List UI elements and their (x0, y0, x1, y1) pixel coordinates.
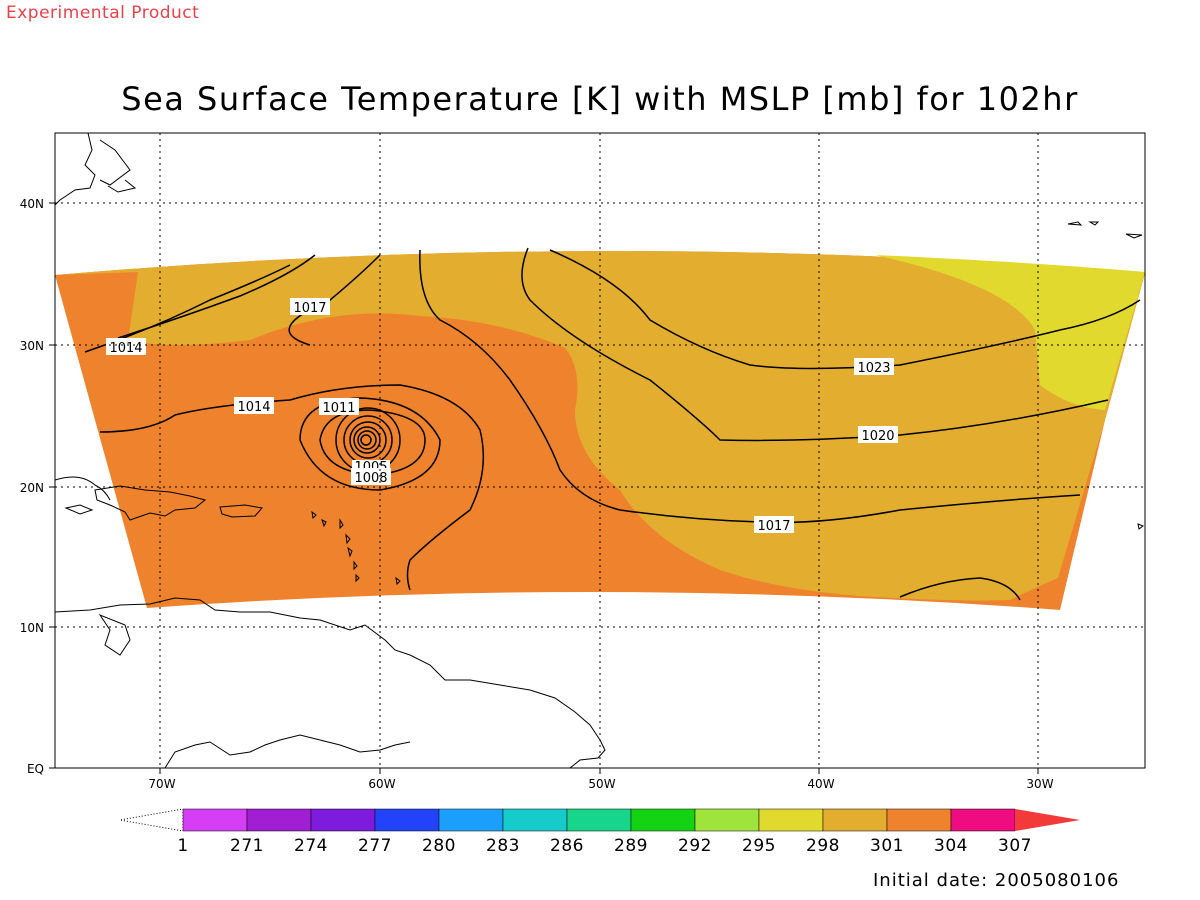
y-axis-labels: EQ 10N 20N 30N 40N (20, 197, 44, 776)
colorbar-box-0 (182, 808, 248, 832)
colorbar-box-5 (502, 808, 568, 832)
colorbar-box-4 (438, 808, 504, 832)
x-tick-label-40w: 40W (807, 777, 834, 791)
colorbar-box-2 (310, 808, 376, 832)
colorbar-box-9 (758, 808, 824, 832)
isobar-label-1014-center: 1014 (237, 400, 270, 415)
x-tick-label-30w: 30W (1026, 777, 1053, 791)
isobars (84, 247, 1141, 601)
sst-region-298 (875, 255, 1145, 410)
colorbar-label-11: 301 (870, 836, 904, 856)
colorbar-box-3 (374, 808, 440, 832)
y-tick-label-eq: EQ (27, 762, 44, 776)
isobar-1023 (549, 249, 1141, 370)
colorbar-label-8: 292 (678, 836, 712, 856)
colorbar-box-1 (246, 808, 312, 832)
isobar-label-1014-west: 1014 (109, 341, 142, 356)
isobar-1020 (521, 247, 1109, 442)
colorbar-box-11 (886, 808, 952, 832)
colorbar-box-7 (630, 808, 696, 832)
coastline-south-america (55, 597, 606, 768)
colorbar-label-7: 289 (614, 836, 648, 856)
colorbar-labels: 1 271 274 277 280 283 286 289 292 295 298 301 304 307 (177, 836, 1032, 856)
colorbar: 1 271 274 277 280 283 286 289 292 295 298 301 304 307 (119, 808, 1080, 856)
sst-region-301 (55, 250, 1145, 601)
isobar-label-1020: 1020 (861, 429, 894, 444)
graticule (55, 133, 1145, 768)
chart-title: Sea Surface Temperature [K] with MSLP [m… (121, 80, 1079, 118)
x-tick-label-50w: 50W (588, 777, 615, 791)
sst-field (55, 250, 1145, 610)
colorbar-label-9: 295 (742, 836, 776, 856)
isobar-1014-main (99, 384, 485, 591)
colorbar-box-12 (950, 808, 1016, 832)
colorbar-label-2: 274 (294, 836, 328, 856)
colorbar-label-10: 298 (806, 836, 840, 856)
colorbar-box-8 (694, 808, 760, 832)
tick-marks (49, 202, 1039, 774)
coastlines (55, 133, 1145, 768)
y-tick-label-30n: 30N (20, 339, 44, 353)
x-tick-label-70w: 70W (148, 777, 175, 791)
colorbar-label-0: 1 (177, 836, 188, 856)
colorbar-label-13: 307 (998, 836, 1032, 856)
y-tick-label-10n: 10N (20, 621, 44, 635)
y-tick-label-40n: 40N (20, 197, 44, 211)
coastline-hispaniola (94, 485, 207, 521)
coastline-puerto-rico (219, 504, 263, 518)
colorbar-label-4: 280 (422, 836, 456, 856)
colorbar-boxes (182, 808, 1016, 832)
isobar-labels: 1017 1014 1014 1011 1005 1008 1023 1020 … (106, 298, 898, 534)
coastline-lesser-antilles (311, 510, 401, 586)
colorbar-box-10 (822, 808, 888, 832)
isobar-label-1017-north: 1017 (293, 301, 326, 316)
experimental-product-label: Experimental Product (6, 3, 200, 23)
isobar-ring-e (360, 434, 372, 446)
colorbar-label-5: 283 (486, 836, 520, 856)
isobar-label-1023: 1023 (857, 361, 890, 376)
y-tick-label-20n: 20N (20, 481, 44, 495)
x-tick-label-60w: 60W (368, 777, 395, 791)
colorbar-label-6: 286 (550, 836, 584, 856)
coastline-jamaica (64, 504, 94, 515)
x-axis-labels: 70W 60W 50W 40W 30W (148, 777, 1053, 791)
isobar-ring-b (349, 421, 387, 459)
isobar-label-1011: 1011 (322, 401, 355, 416)
isobar-label-1017-south: 1017 (757, 519, 790, 534)
colorbar-label-12: 304 (934, 836, 968, 856)
isobar-label-1008: 1008 (354, 471, 387, 486)
colorbar-label-3: 277 (358, 836, 392, 856)
coastline-cuba (55, 476, 111, 501)
isobar-south-low (899, 577, 1021, 601)
colorbar-label-1: 271 (230, 836, 264, 856)
isobar-ring-d (357, 430, 377, 450)
coastline-east-atlantic-islands (1067, 221, 1145, 530)
coastline-lake-maracaibo (98, 613, 131, 656)
colorbar-box-6 (566, 808, 632, 832)
colorbar-under-arrow (119, 808, 184, 832)
colorbar-over-arrow (1015, 809, 1080, 831)
coastline-us-northeast (55, 133, 137, 206)
initial-date: Initial date: 2005080106 (873, 870, 1120, 891)
